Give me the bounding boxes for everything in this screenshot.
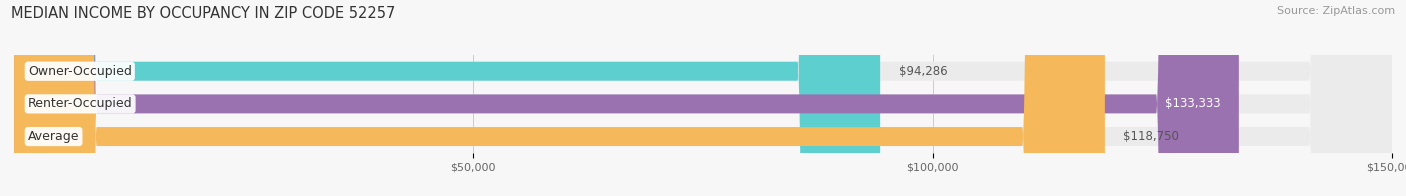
FancyBboxPatch shape: [14, 0, 1392, 196]
FancyBboxPatch shape: [14, 0, 1105, 196]
FancyBboxPatch shape: [14, 0, 1392, 196]
Text: MEDIAN INCOME BY OCCUPANCY IN ZIP CODE 52257: MEDIAN INCOME BY OCCUPANCY IN ZIP CODE 5…: [11, 6, 395, 21]
Text: $118,750: $118,750: [1123, 130, 1180, 143]
Text: Owner-Occupied: Owner-Occupied: [28, 65, 132, 78]
FancyBboxPatch shape: [14, 0, 880, 196]
FancyBboxPatch shape: [14, 0, 1392, 196]
Text: Average: Average: [28, 130, 79, 143]
Text: $94,286: $94,286: [898, 65, 948, 78]
Text: Source: ZipAtlas.com: Source: ZipAtlas.com: [1277, 6, 1395, 16]
FancyBboxPatch shape: [14, 0, 1239, 196]
Text: $133,333: $133,333: [1164, 97, 1220, 110]
Text: Renter-Occupied: Renter-Occupied: [28, 97, 132, 110]
